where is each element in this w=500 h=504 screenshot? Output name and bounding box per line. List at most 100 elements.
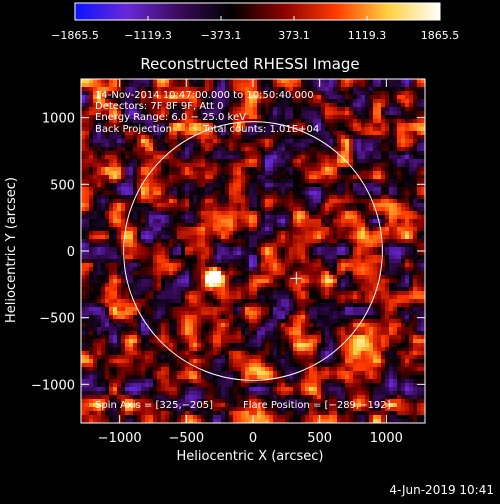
- heatmap-cell: [289, 115, 294, 120]
- heatmap-cell: [145, 211, 150, 216]
- heatmap-cell: [241, 223, 246, 228]
- heatmap-cell: [109, 303, 114, 308]
- heatmap-cell: [341, 147, 346, 152]
- heatmap-cell: [329, 231, 334, 236]
- heatmap-cell: [381, 187, 386, 192]
- heatmap-cell: [173, 231, 178, 236]
- heatmap-cell: [177, 279, 182, 284]
- heatmap-cell: [401, 131, 406, 136]
- heatmap-cell: [137, 199, 142, 204]
- heatmap-cell: [389, 83, 394, 88]
- heatmap-cell: [381, 111, 386, 116]
- heatmap-cell: [413, 223, 418, 228]
- heatmap-cell: [133, 167, 138, 172]
- heatmap-cell: [385, 263, 390, 268]
- heatmap-cell: [117, 267, 122, 272]
- heatmap-cell: [273, 83, 278, 88]
- heatmap-cell: [93, 295, 98, 300]
- heatmap-cell: [313, 259, 318, 264]
- heatmap-cell: [269, 219, 274, 224]
- heatmap-cell: [401, 243, 406, 248]
- heatmap-cell: [137, 167, 142, 172]
- heatmap-cell: [177, 227, 182, 232]
- heatmap-cell: [341, 243, 346, 248]
- heatmap-cell: [417, 231, 422, 236]
- heatmap-cell: [117, 247, 122, 252]
- heatmap-cell: [201, 307, 206, 312]
- heatmap-cell: [361, 83, 366, 88]
- heatmap-cell: [217, 303, 222, 308]
- heatmap-cell: [165, 303, 170, 308]
- heatmap-cell: [249, 283, 254, 288]
- heatmap-cell: [221, 163, 226, 168]
- heatmap-cell: [301, 239, 306, 244]
- heatmap-cell: [285, 299, 290, 304]
- heatmap-cell: [345, 215, 350, 220]
- heatmap-cell: [333, 199, 338, 204]
- heatmap-cell: [173, 303, 178, 308]
- heatmap-cell: [133, 187, 138, 192]
- heatmap-cell: [213, 247, 218, 252]
- heatmap-cell: [369, 215, 374, 220]
- heatmap-cell: [233, 139, 238, 144]
- heatmap-cell: [165, 263, 170, 268]
- heatmap-cell: [397, 175, 402, 180]
- heatmap-cell: [269, 227, 274, 232]
- heatmap-cell: [105, 135, 110, 140]
- heatmap-cell: [413, 267, 418, 272]
- heatmap-cell: [89, 111, 94, 116]
- heatmap-cell: [317, 179, 322, 184]
- heatmap-cell: [201, 151, 206, 156]
- heatmap-cell: [253, 231, 258, 236]
- heatmap-cell: [393, 259, 398, 264]
- heatmap-cell: [125, 299, 130, 304]
- heatmap-cell: [377, 107, 382, 112]
- heatmap-cell: [341, 251, 346, 256]
- heatmap-cell: [193, 167, 198, 172]
- heatmap-cell: [241, 307, 246, 312]
- heatmap-cell: [153, 79, 158, 84]
- heatmap-cell: [385, 119, 390, 124]
- heatmap-cell: [269, 215, 274, 220]
- heatmap-cell: [181, 255, 186, 260]
- heatmap-cell: [141, 143, 146, 148]
- heatmap-cell: [105, 179, 110, 184]
- heatmap-cell: [377, 87, 382, 92]
- heatmap-cell: [405, 195, 410, 200]
- heatmap-cell: [369, 135, 374, 140]
- heatmap-cell: [361, 167, 366, 172]
- heatmap-cell: [193, 279, 198, 284]
- heatmap-cell: [329, 183, 334, 188]
- heatmap-cell: [197, 287, 202, 292]
- heatmap-cell: [89, 231, 94, 236]
- heatmap-cell: [173, 287, 178, 292]
- heatmap-cell: [353, 127, 358, 132]
- heatmap-cell: [413, 207, 418, 212]
- heatmap-cell: [177, 167, 182, 172]
- heatmap-cell: [293, 287, 298, 292]
- heatmap-cell: [93, 227, 98, 232]
- heatmap-cell: [293, 223, 298, 228]
- heatmap-cell: [249, 155, 254, 160]
- heatmap-cell: [109, 279, 114, 284]
- heatmap-cell: [165, 283, 170, 288]
- heatmap-cell: [81, 275, 86, 280]
- heatmap-cell: [269, 171, 274, 176]
- heatmap-cell: [373, 111, 378, 116]
- heatmap-cell: [309, 139, 314, 144]
- heatmap-cell: [145, 235, 150, 240]
- heatmap-cell: [277, 211, 282, 216]
- heatmap-cell: [313, 143, 318, 148]
- heatmap-cell: [361, 287, 366, 292]
- heatmap-cell: [253, 259, 258, 264]
- heatmap-cell: [357, 255, 362, 260]
- heatmap-cell: [189, 287, 194, 292]
- heatmap-cell: [297, 227, 302, 232]
- heatmap-cell: [273, 183, 278, 188]
- heatmap-cell: [125, 179, 130, 184]
- heatmap-cell: [405, 155, 410, 160]
- heatmap-cell: [317, 283, 322, 288]
- heatmap-cell: [253, 271, 258, 276]
- heatmap-cell: [365, 151, 370, 156]
- heatmap-cell: [89, 279, 94, 284]
